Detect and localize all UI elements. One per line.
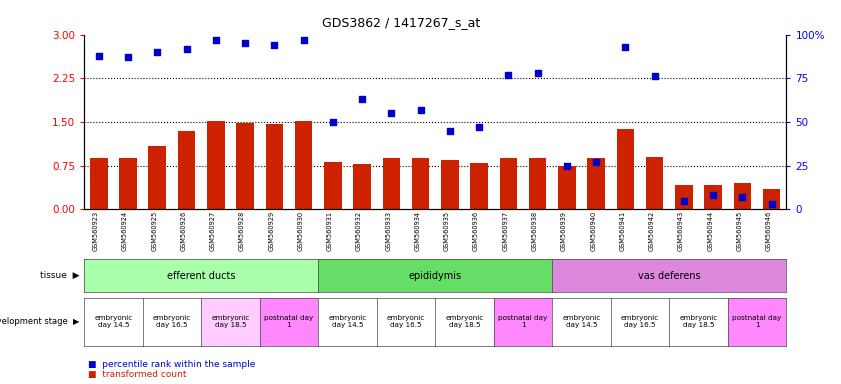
Bar <box>558 166 575 209</box>
Text: GSM560924: GSM560924 <box>122 211 128 252</box>
Point <box>209 37 223 43</box>
Point <box>677 197 690 204</box>
Point <box>473 124 486 130</box>
Text: GSM560934: GSM560934 <box>415 211 420 251</box>
Point <box>560 162 574 169</box>
Point <box>443 127 457 134</box>
Bar <box>470 163 488 209</box>
Text: GSM560943: GSM560943 <box>678 211 684 251</box>
Bar <box>324 162 341 209</box>
Point <box>706 192 720 199</box>
Bar <box>177 131 195 209</box>
Point <box>267 42 281 48</box>
Point <box>590 159 603 165</box>
Point <box>414 107 427 113</box>
Bar <box>294 121 312 209</box>
Point <box>180 45 193 51</box>
Bar <box>500 158 517 209</box>
Bar <box>207 121 225 209</box>
Text: GSM560925: GSM560925 <box>151 211 157 252</box>
Point <box>384 110 398 116</box>
Text: GSM560933: GSM560933 <box>385 211 391 251</box>
Bar <box>646 157 664 209</box>
Text: postnatal day
1: postnatal day 1 <box>733 315 781 328</box>
Point <box>736 194 749 200</box>
Text: ■  percentile rank within the sample: ■ percentile rank within the sample <box>88 360 256 369</box>
Text: GSM560932: GSM560932 <box>356 211 362 251</box>
Text: GSM560942: GSM560942 <box>648 211 654 252</box>
Point <box>619 44 632 50</box>
Bar <box>705 185 722 209</box>
Text: embryonic
day 14.5: embryonic day 14.5 <box>328 315 367 328</box>
Text: embryonic
day 16.5: embryonic day 16.5 <box>387 315 425 328</box>
Text: GDS3862 / 1417267_s_at: GDS3862 / 1417267_s_at <box>322 16 481 29</box>
Text: embryonic
day 18.5: embryonic day 18.5 <box>680 315 717 328</box>
Text: GSM560928: GSM560928 <box>239 211 245 252</box>
Text: GSM560944: GSM560944 <box>707 211 713 252</box>
Text: efferent ducts: efferent ducts <box>167 270 235 281</box>
Point <box>151 49 164 55</box>
Text: ■  transformed count: ■ transformed count <box>88 370 187 379</box>
Text: GSM560946: GSM560946 <box>765 211 772 252</box>
Text: GSM560923: GSM560923 <box>93 211 98 251</box>
Point <box>531 70 544 76</box>
Text: postnatal day
1: postnatal day 1 <box>499 315 547 328</box>
Bar <box>90 158 108 209</box>
Text: GSM560939: GSM560939 <box>561 211 567 251</box>
Text: GSM560935: GSM560935 <box>444 211 450 251</box>
Text: GSM560931: GSM560931 <box>327 211 333 251</box>
Text: embryonic
day 16.5: embryonic day 16.5 <box>153 315 191 328</box>
Text: postnatal day
1: postnatal day 1 <box>264 315 314 328</box>
Bar <box>119 158 137 209</box>
Text: GSM560929: GSM560929 <box>268 211 274 251</box>
Bar <box>149 146 166 209</box>
Bar <box>733 183 751 209</box>
Text: GSM560941: GSM560941 <box>620 211 626 251</box>
Bar <box>587 158 605 209</box>
Text: epididymis: epididymis <box>409 270 462 281</box>
Text: GSM560926: GSM560926 <box>181 211 187 252</box>
Point <box>121 54 135 60</box>
Bar <box>412 158 430 209</box>
Text: GSM560937: GSM560937 <box>502 211 508 251</box>
Text: embryonic
day 14.5: embryonic day 14.5 <box>563 315 600 328</box>
Bar <box>236 123 254 209</box>
Text: GSM560945: GSM560945 <box>737 211 743 252</box>
Point <box>297 37 310 43</box>
Point <box>92 53 105 59</box>
Bar <box>529 158 547 209</box>
Text: tissue  ▶: tissue ▶ <box>40 271 80 280</box>
Bar <box>383 158 400 209</box>
Text: embryonic
day 18.5: embryonic day 18.5 <box>446 315 484 328</box>
Text: vas deferens: vas deferens <box>638 270 701 281</box>
Text: embryonic
day 18.5: embryonic day 18.5 <box>211 315 250 328</box>
Bar <box>763 189 780 209</box>
Point <box>238 40 251 46</box>
Bar <box>266 124 283 209</box>
Bar <box>353 164 371 209</box>
Bar <box>441 160 458 209</box>
Text: embryonic
day 16.5: embryonic day 16.5 <box>621 315 659 328</box>
Point <box>501 72 515 78</box>
Text: GSM560940: GSM560940 <box>590 211 596 252</box>
Bar <box>675 185 693 209</box>
Text: GSM560927: GSM560927 <box>209 211 216 252</box>
Text: GSM560938: GSM560938 <box>532 211 537 251</box>
Text: embryonic
day 14.5: embryonic day 14.5 <box>94 315 133 328</box>
Point <box>765 201 779 207</box>
Text: GSM560930: GSM560930 <box>298 211 304 251</box>
Bar <box>616 129 634 209</box>
Point <box>356 96 369 102</box>
Text: GSM560936: GSM560936 <box>473 211 479 251</box>
Text: development stage  ▶: development stage ▶ <box>0 317 80 326</box>
Point <box>326 119 340 125</box>
Point <box>648 73 661 79</box>
